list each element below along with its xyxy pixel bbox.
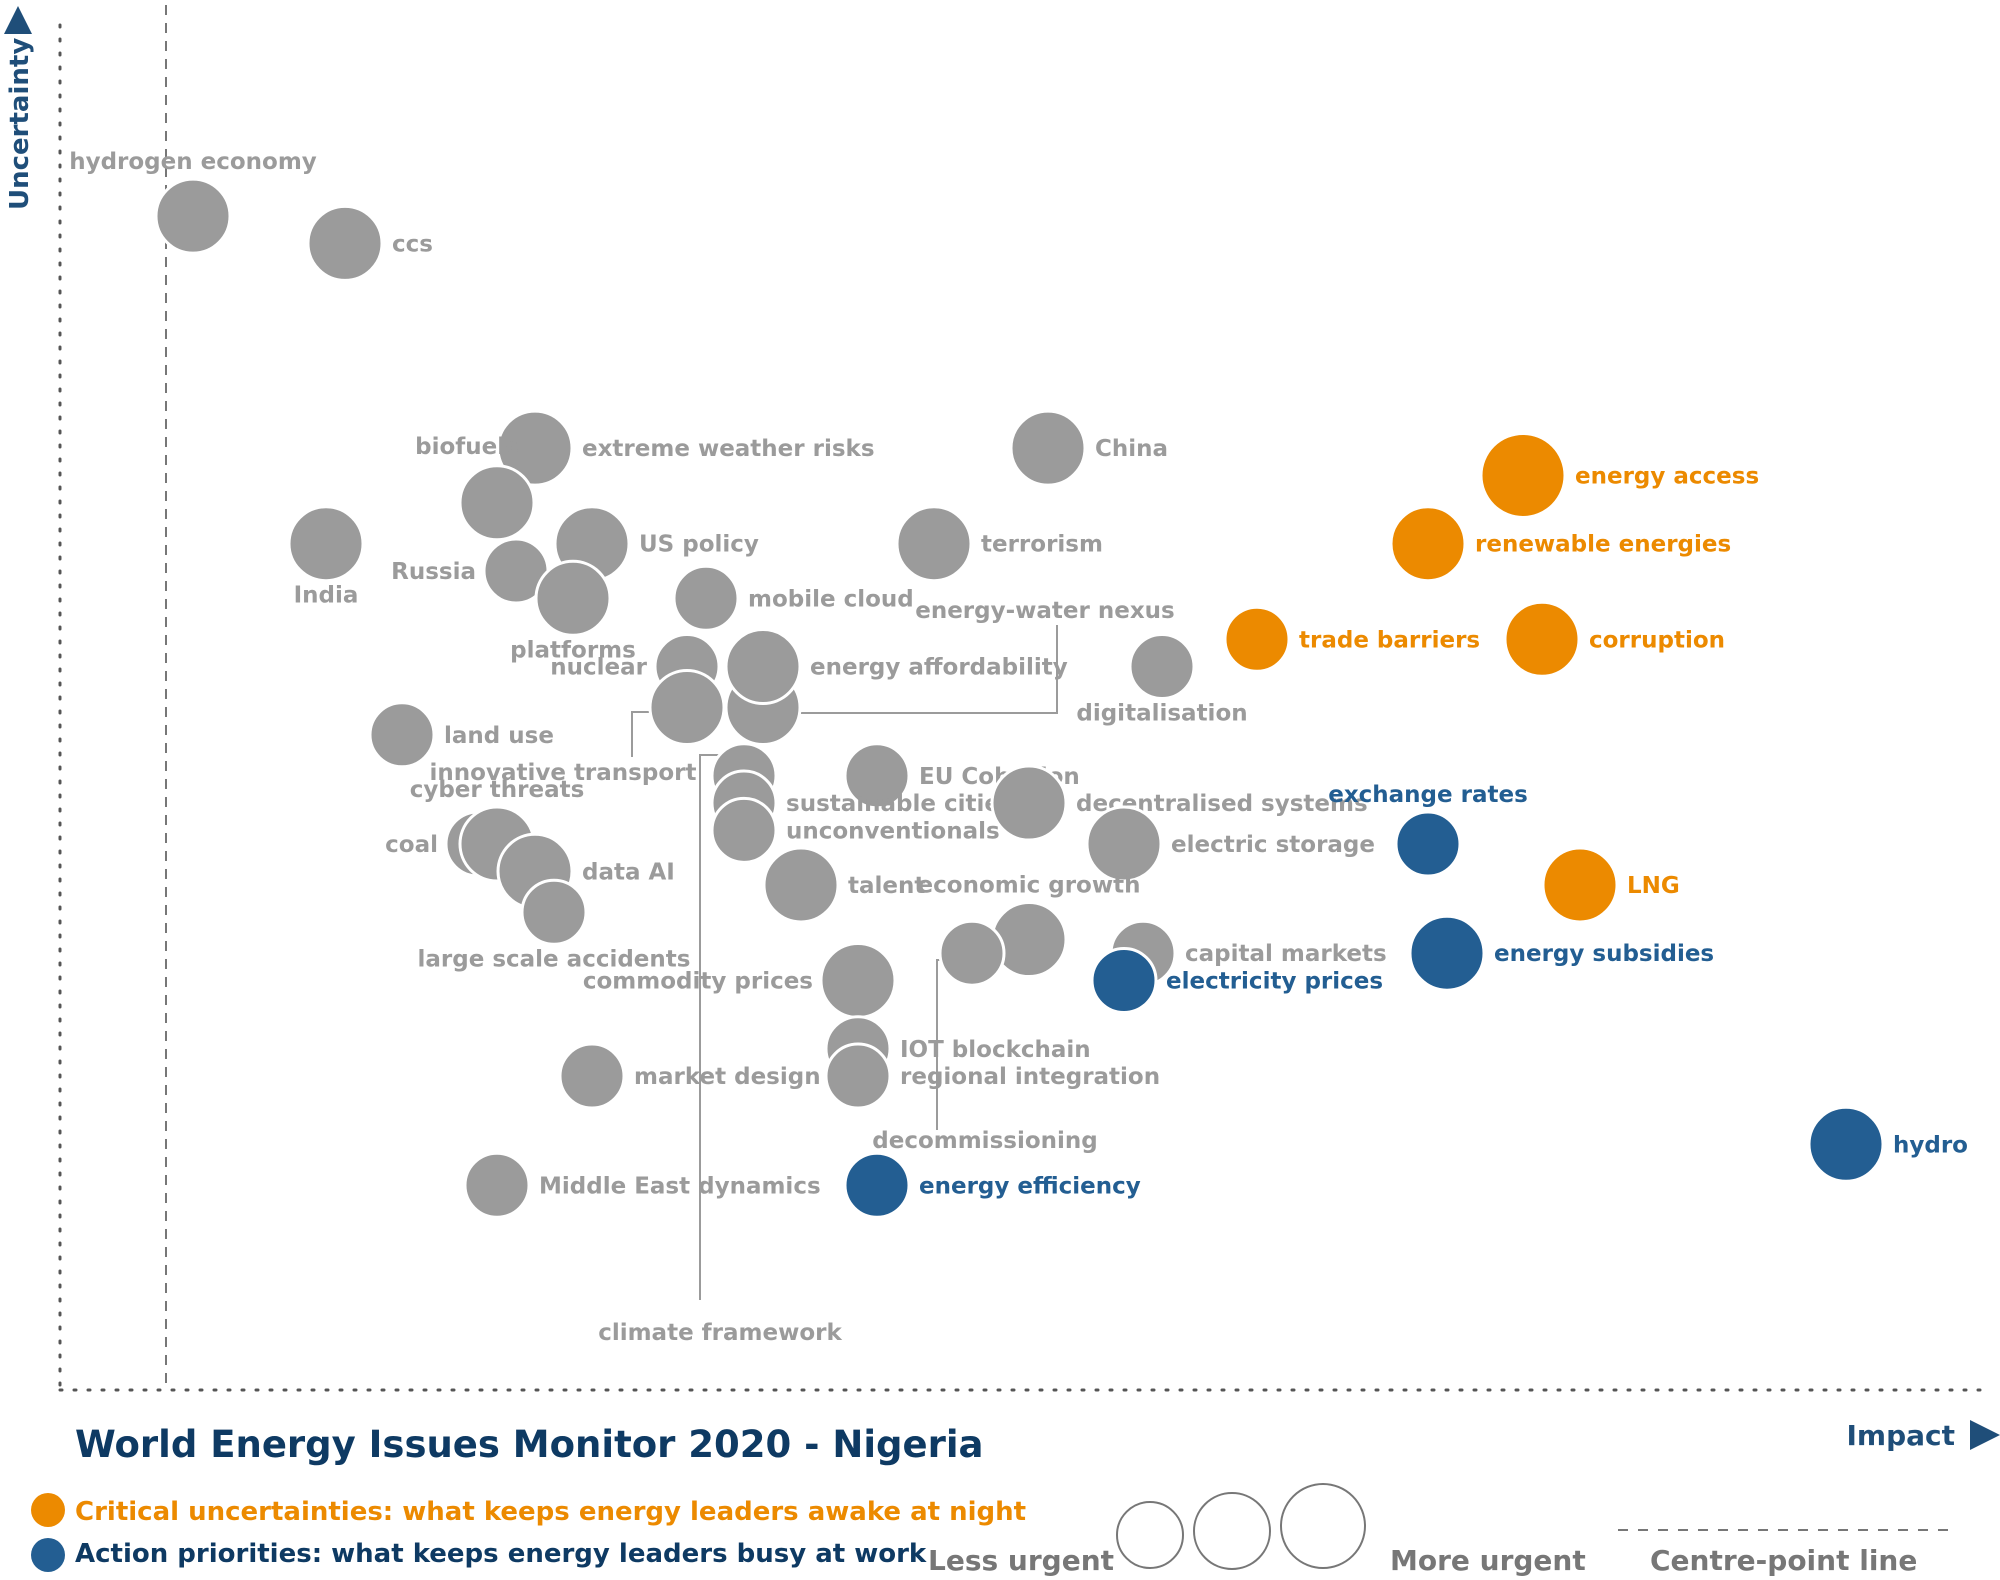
point-label-energy-subsidies: energy subsidies (1494, 941, 1714, 967)
point-regional-integration (824, 1042, 892, 1110)
point-label-india: India (294, 583, 359, 609)
point-renewable-energies (1389, 505, 1467, 583)
point-label-large-scale-accidents: large scale accidents (418, 946, 691, 972)
point-label-commodity-prices: commodity prices (583, 969, 813, 995)
legend-urgency-medium (1193, 1492, 1271, 1570)
legend-critical-label: Critical uncertainties: what keeps energ… (75, 1497, 1026, 1527)
point-platforms (534, 559, 612, 637)
point-label-iot-blockchain: IOT blockchain (900, 1037, 1091, 1063)
point-energy-access (1479, 431, 1567, 519)
x-axis-label: Impact (1846, 1419, 1955, 1452)
y-axis-label: Uncertainty (5, 38, 35, 210)
point-lng (1541, 846, 1619, 924)
point-label-biofuels: biofuels (415, 434, 519, 460)
point-digitalisation (1128, 633, 1196, 701)
point-label-exchange-rates: exchange rates (1328, 782, 1528, 808)
point-label-electric-storage: electric storage (1171, 832, 1375, 858)
legend-critical-dot (31, 1493, 65, 1527)
point-energy-efficiency (843, 1151, 911, 1219)
point-china (1009, 409, 1087, 487)
point-ccs (306, 204, 384, 282)
point-label-capital-markets: capital markets (1185, 941, 1387, 967)
point-india (287, 505, 365, 583)
point-extreme-weather-risks (496, 409, 574, 487)
point-large-scale-accidents (520, 878, 588, 946)
point-label-middle-east-dynamics: Middle East dynamics (539, 1173, 821, 1199)
point-decentralised-systems (990, 764, 1068, 842)
point-label-platforms: platforms (510, 637, 636, 663)
point-electric-storage (1085, 805, 1163, 883)
point-middle-east-dynamics (463, 1151, 531, 1219)
point-label-regional-integration: regional integration (900, 1064, 1160, 1090)
point-corruption (1503, 600, 1581, 678)
point-label-lng: LNG (1627, 873, 1680, 899)
point-label-ccs: ccs (392, 231, 433, 257)
point-label-nuclear: nuclear (550, 655, 647, 681)
point-label-talent: talent (848, 873, 925, 899)
point-eu-cohesion (843, 742, 911, 810)
legend-more-urgent: More urgent (1390, 1544, 1586, 1577)
point-market-design (558, 1042, 626, 1110)
point-label-mobile-cloud: mobile cloud (748, 586, 914, 612)
point-energy-affordability (724, 628, 802, 706)
point-land-use (368, 701, 436, 769)
legend-action-dot (31, 1538, 65, 1572)
point-label-russia: Russia (391, 559, 476, 585)
point-label-us-policy: US policy (639, 532, 759, 558)
point-label-energy-efficiency: energy efficiency (919, 1173, 1141, 1199)
x-axis-arrow-icon (1970, 1420, 2000, 1450)
point-biofuels (458, 464, 536, 542)
point-label-decommissioning: decommissioning (872, 1128, 1097, 1154)
point-label-land-use: land use (444, 723, 554, 749)
point-label-cyber-threats: cyber threats (410, 777, 585, 803)
point-label-energy-access: energy access (1575, 463, 1759, 489)
point-label-climate-framework: climate framework (598, 1320, 842, 1346)
point-label-corruption: corruption (1589, 627, 1725, 653)
legend-centre-line-label: Centre-point line (1650, 1544, 1917, 1577)
point-trade-barriers (1223, 605, 1291, 673)
point-innovative-transport (648, 669, 726, 746)
chart-title: World Energy Issues Monitor 2020 - Niger… (75, 1423, 984, 1466)
points-layer: hydrogen economy ccs extreme weather risks… (69, 149, 1968, 1346)
point-label-renewable-energies: renewable energies (1475, 532, 1731, 558)
point-label-coal: coal (385, 832, 438, 858)
legend-less-urgent: Less urgent (928, 1544, 1114, 1577)
point-terrorism (895, 505, 973, 583)
point-label-trade-barriers: trade barriers (1299, 627, 1480, 653)
point-label-hydrogen-economy: hydrogen economy (69, 149, 317, 175)
legend-urgency-large (1280, 1483, 1366, 1569)
point-mobile-cloud (672, 564, 740, 632)
point-hydrogen-economy (154, 177, 232, 255)
point-label-hydro: hydro (1893, 1132, 1968, 1158)
leader-line-climate-framework (699, 754, 720, 1300)
point-label-data-ai: data AI (582, 859, 675, 885)
point-unconventionals (710, 796, 778, 864)
point-label-market-design: market design (634, 1064, 821, 1090)
point-label-economic-growth: economic growth (918, 873, 1141, 899)
point-label-extreme-weather-risks: extreme weather risks (582, 436, 875, 462)
legend-action-label: Action priorities: what keeps energy lea… (75, 1539, 927, 1569)
legend-urgency-small (1116, 1501, 1184, 1569)
point-label-china: China (1095, 436, 1168, 462)
point-label-energy-affordability: energy affordability (810, 655, 1068, 681)
point-electricity-prices (1090, 947, 1158, 1014)
point-exchange-rates (1394, 810, 1462, 878)
point-label-energy-water-nexus: energy-water nexus (915, 598, 1175, 624)
point-label-sustainable-cities: sustainable cities (786, 791, 1014, 817)
point-label-innovative-transport: innovative transport (430, 760, 697, 786)
point-commodity-prices (819, 942, 897, 1019)
point-energy-subsidies (1408, 914, 1486, 992)
point-decommissioning (938, 919, 1006, 987)
point-label-electricity-prices: electricity prices (1166, 969, 1383, 995)
y-axis-arrow-icon (4, 6, 32, 34)
point-talent (762, 846, 840, 924)
point-label-unconventionals: unconventionals (786, 818, 1000, 844)
point-label-digitalisation: digitalisation (1076, 701, 1247, 727)
point-label-terrorism: terrorism (981, 532, 1103, 558)
point-hydro (1807, 1105, 1885, 1183)
